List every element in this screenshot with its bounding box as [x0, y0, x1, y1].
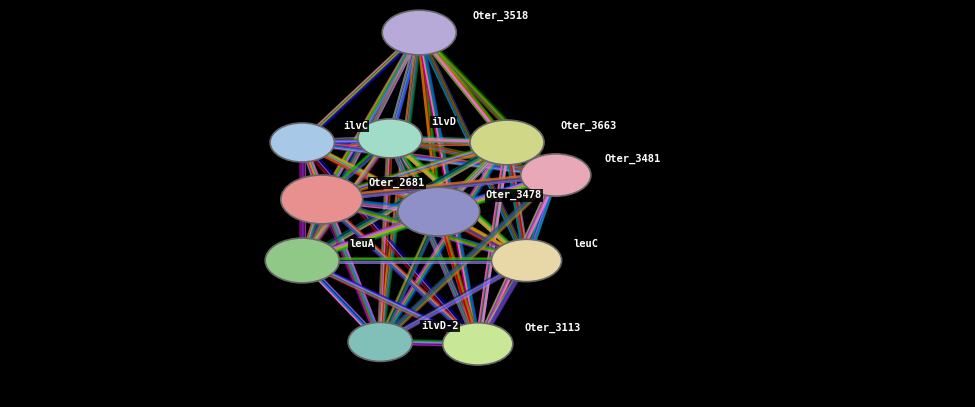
- Ellipse shape: [491, 239, 562, 282]
- Text: Oter_2681: Oter_2681: [369, 178, 425, 188]
- Text: Oter_3478: Oter_3478: [486, 190, 542, 201]
- Ellipse shape: [521, 154, 591, 196]
- Text: leuA: leuA: [349, 239, 374, 249]
- Ellipse shape: [270, 123, 334, 162]
- Ellipse shape: [382, 10, 456, 55]
- Text: Oter_3518: Oter_3518: [473, 11, 529, 22]
- Ellipse shape: [398, 187, 480, 236]
- Ellipse shape: [348, 322, 412, 361]
- Ellipse shape: [443, 323, 513, 365]
- Text: leuC: leuC: [573, 239, 599, 249]
- Text: Oter_3663: Oter_3663: [561, 121, 617, 131]
- Ellipse shape: [470, 120, 544, 165]
- Text: ilvD-2: ilvD-2: [421, 321, 458, 330]
- Ellipse shape: [358, 119, 422, 158]
- Text: ilvD: ilvD: [431, 117, 456, 127]
- Text: Oter_3481: Oter_3481: [604, 153, 661, 164]
- Ellipse shape: [281, 175, 363, 224]
- Text: Oter_3113: Oter_3113: [525, 322, 581, 333]
- Ellipse shape: [265, 238, 339, 283]
- Text: ilvC: ilvC: [343, 121, 369, 131]
